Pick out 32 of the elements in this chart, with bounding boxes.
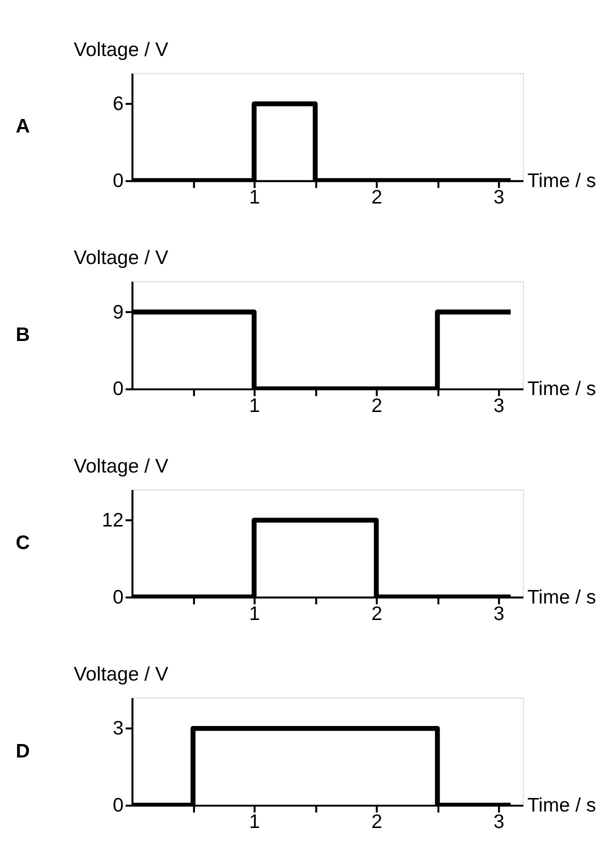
x-tick-label: 2 <box>371 186 382 209</box>
text: C <box>16 532 30 554</box>
y-tick-label: 3 <box>112 718 124 740</box>
x-tick-label: 2 <box>371 602 382 625</box>
y-axis-title: Voltage / V <box>74 247 168 270</box>
y-tick-label: 0 <box>112 794 124 817</box>
y-tick-label: 6 <box>112 93 124 116</box>
x-tick-label: 2 <box>371 394 382 417</box>
y-axis-title: Voltage / V <box>74 38 168 61</box>
x-tick-label: 1 <box>249 186 260 209</box>
x-axis-title: Time / s <box>527 586 596 608</box>
x-axis-title: Time / s <box>527 170 596 192</box>
text: A <box>16 116 30 138</box>
x-tick-label: 3 <box>494 394 504 417</box>
y-tick-label: 9 <box>112 301 124 324</box>
y-tick-label: 0 <box>112 378 124 400</box>
y-tick-label: 0 <box>112 170 124 192</box>
y-tick-label: 0 <box>112 586 124 608</box>
x-tick-label: 3 <box>494 811 504 834</box>
x-tick-label: 1 <box>249 394 260 417</box>
y-tick-label: 12 <box>102 510 124 532</box>
x-tick-label: 3 <box>494 186 504 209</box>
y-axis-title: Voltage / V <box>74 455 168 478</box>
x-tick-label: 2 <box>371 811 382 834</box>
x-tick-label: 1 <box>249 602 260 625</box>
text: D <box>16 740 30 762</box>
x-axis-title: Time / s <box>527 794 596 817</box>
x-axis-title: Time / s <box>527 378 596 400</box>
x-tick-label: 3 <box>494 602 504 625</box>
text: B <box>16 324 30 346</box>
y-axis-title: Voltage / V <box>74 664 168 686</box>
x-tick-label: 1 <box>249 811 260 834</box>
